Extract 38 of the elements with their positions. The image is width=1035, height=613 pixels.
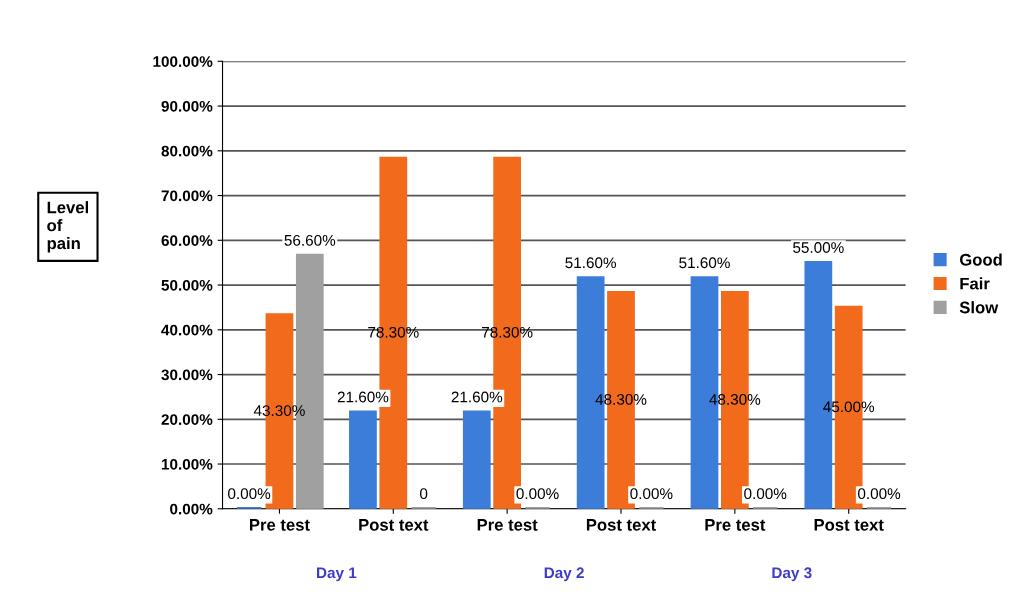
x-tick-label: Post text (359, 519, 429, 531)
y-tick-label: 40.00% (161, 324, 213, 336)
text: Day 1 (317, 567, 357, 582)
data-label: 21.60% (337, 391, 389, 403)
data-label: 0.00% (858, 488, 901, 500)
data-label: 0.00% (516, 488, 559, 500)
data-label: 0 (420, 488, 428, 500)
data-label: 0.00% (630, 488, 673, 500)
data-label: 78.30% (482, 326, 533, 338)
data-label: 56.60% (284, 234, 336, 246)
x-tick-label: Post text (814, 519, 884, 531)
y-tick-label: 0.00% (170, 503, 213, 515)
legend-label: Slow (959, 301, 999, 314)
y-tick-label: 100.00% (153, 56, 213, 67)
data-label: 51.60% (565, 257, 617, 269)
y-tick-label: 60.00% (161, 235, 213, 246)
y-tick-label: 70.00% (161, 190, 213, 202)
data-label: 0.00% (228, 488, 271, 500)
data-label: 21.60% (451, 391, 503, 403)
y-axis-title: Level of pain (47, 201, 89, 253)
y-tick-label: 30.00% (161, 369, 213, 381)
text: Day 3 (772, 567, 812, 582)
x-tick-label: Pre test (705, 519, 766, 531)
y-tick-label: 10.00% (161, 458, 213, 470)
data-label: 51.60% (679, 257, 730, 269)
data-label: 0.00% (744, 488, 787, 500)
y-tick-label: 50.00% (161, 279, 213, 291)
x-tick-label: Post text (586, 519, 656, 531)
y-tick-label: 20.00% (161, 414, 213, 425)
x-tick-label: Pre test (477, 519, 538, 531)
data-label: 78.30% (368, 326, 419, 338)
legend-label: Fair (960, 277, 990, 290)
y-tick-label: 80.00% (161, 145, 213, 157)
y-tick-label: 90.00% (161, 100, 213, 112)
x-tick-label: Pre test (250, 519, 310, 531)
text: Day 2 (544, 567, 584, 582)
legend-label: Good (959, 253, 1002, 266)
data-label: 55.00% (793, 242, 844, 253)
